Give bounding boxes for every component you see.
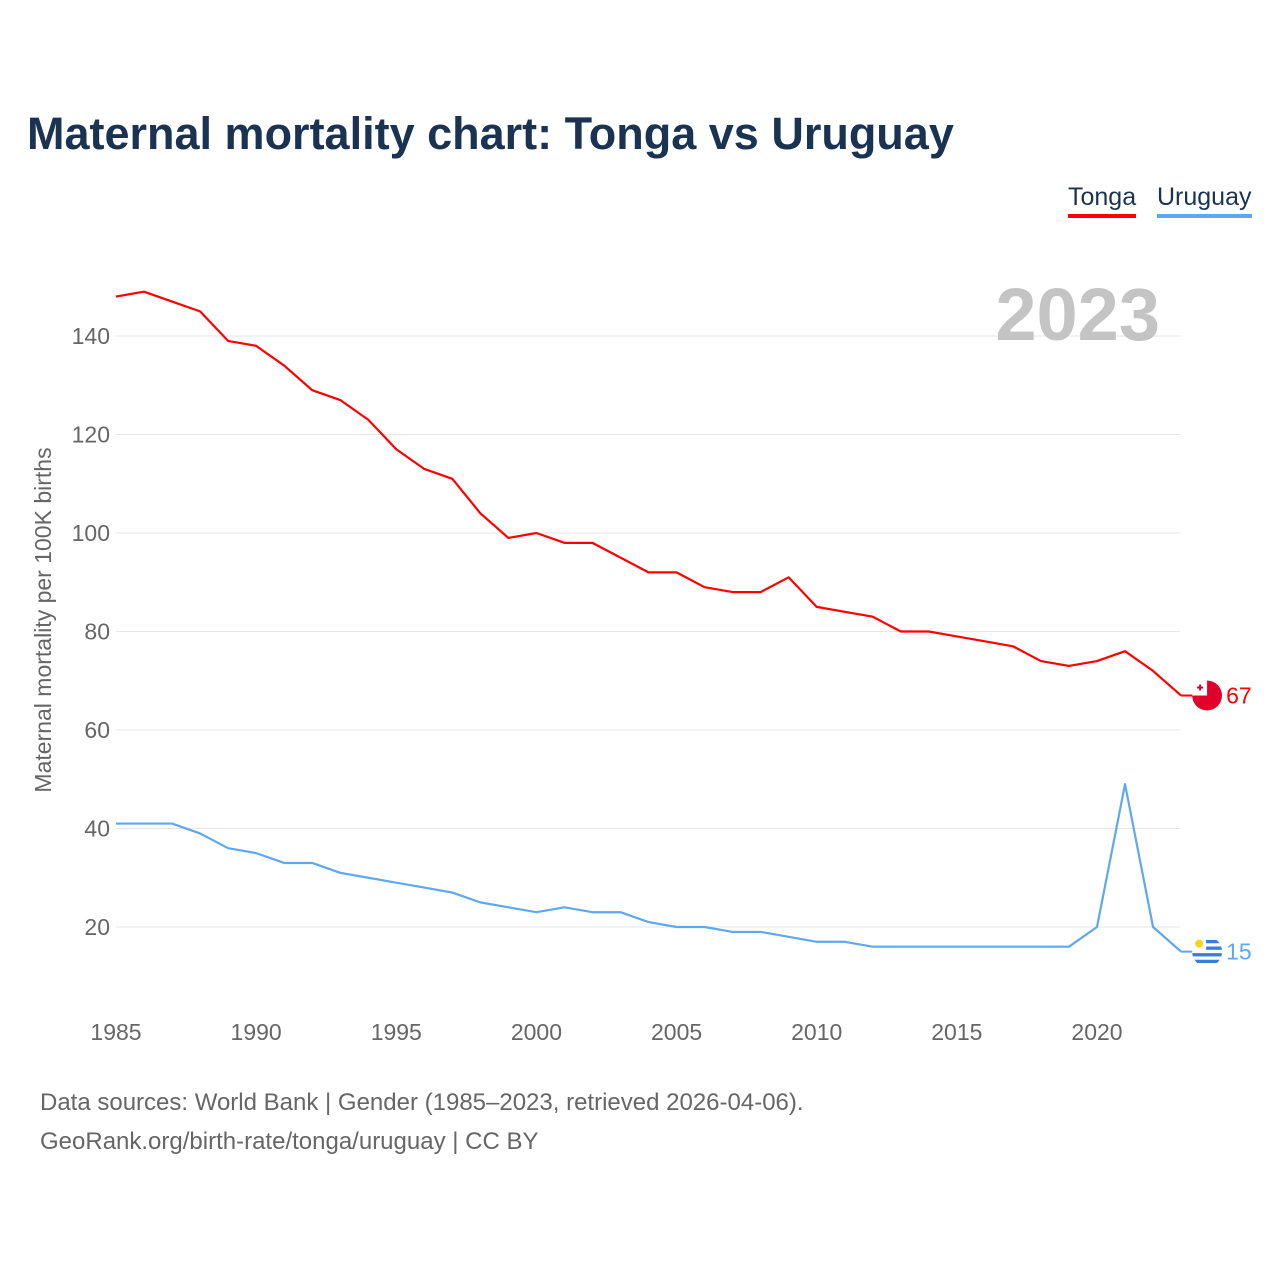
x-tick-label: 2005 (651, 1019, 702, 1045)
x-tick-label: 2015 (931, 1019, 982, 1045)
flag-cross (1199, 684, 1202, 691)
x-tick-label: 1990 (231, 1019, 282, 1045)
flag-stripe (1192, 939, 1223, 944)
chart-title: Maternal mortality chart: Tonga vs Urugu… (27, 108, 954, 159)
y-tick-label: 140 (72, 323, 110, 349)
x-tick-label: 2000 (511, 1019, 562, 1045)
flag-stripe (1192, 946, 1223, 950)
x-tick-label: 1985 (90, 1019, 141, 1045)
series-line-uruguay (116, 783, 1182, 953)
x-tick-label: 2020 (1071, 1019, 1122, 1045)
tonga-flag-icon (1192, 680, 1223, 711)
x-tick-label: 2010 (791, 1019, 842, 1045)
flag-stripe (1192, 953, 1223, 957)
y-tick-label: 40 (84, 816, 110, 842)
y-axis-label: Maternal mortality per 100K births (30, 447, 56, 792)
y-tick-label: 120 (72, 422, 110, 448)
y-tick-label: 100 (72, 520, 110, 546)
year-watermark: 2023 (995, 273, 1160, 356)
end-value-label: 67 (1226, 683, 1252, 709)
end-value-label: 15 (1226, 939, 1252, 965)
x-tick-label: 1995 (371, 1019, 422, 1045)
uruguay-flag-icon (1192, 936, 1223, 967)
flag-sun (1195, 939, 1204, 948)
y-tick-label: 20 (84, 914, 110, 940)
y-tick-label: 80 (84, 619, 110, 645)
series-line-tonga (115, 290, 1182, 697)
footer-sources: Data sources: World Bank | Gender (1985–… (40, 1089, 804, 1116)
y-tick-label: 60 (84, 717, 110, 743)
footer-attribution[interactable]: GeoRank.org/birth-rate/tonga/uruguay | C… (40, 1128, 539, 1155)
legend-item-tonga[interactable]: Tonga (1068, 183, 1137, 218)
legend-item-uruguay[interactable]: Uruguay (1157, 183, 1252, 218)
flag-stripe (1192, 959, 1223, 964)
